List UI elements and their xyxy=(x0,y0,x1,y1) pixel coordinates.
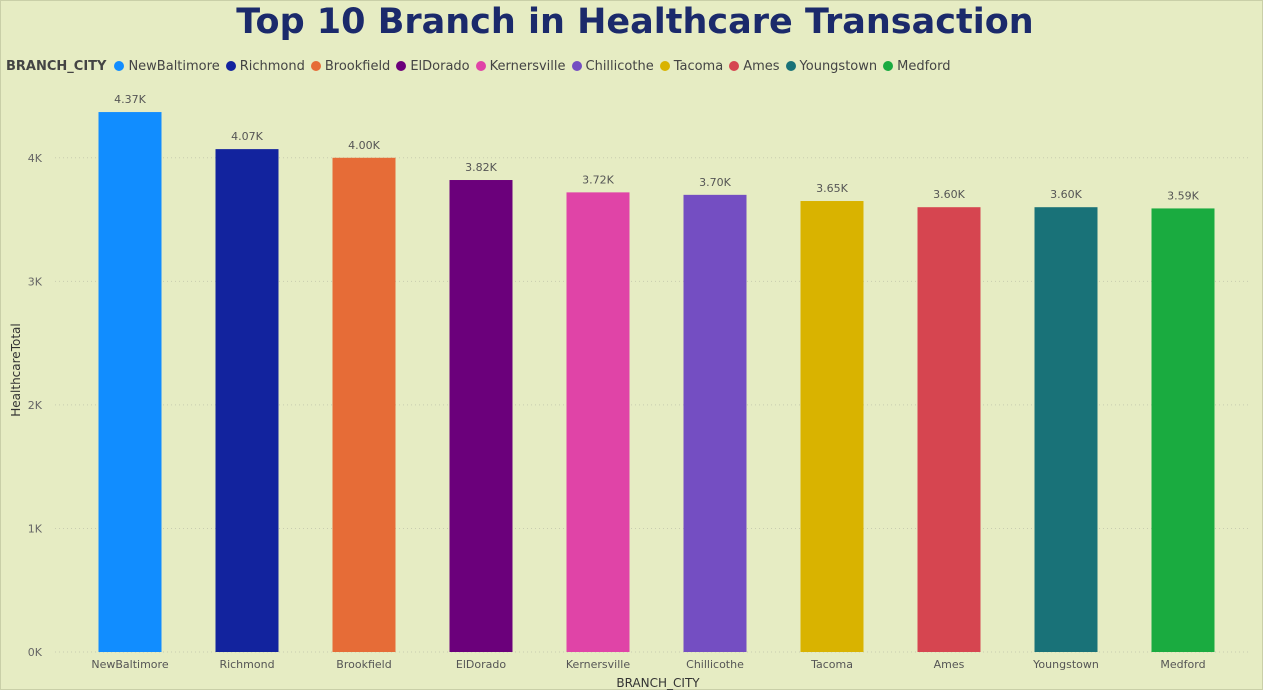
legend-marker xyxy=(114,61,125,71)
bar-richmond xyxy=(215,149,279,652)
x-tick-label: Kernersville xyxy=(566,658,630,671)
x-tick-label: Medford xyxy=(1160,658,1205,671)
x-tick-label: ElDorado xyxy=(456,658,506,671)
x-tick-label: NewBaltimore xyxy=(91,658,168,671)
data-label: 3.65K xyxy=(816,182,848,195)
legend-item-richmond[interactable]: Richmond xyxy=(225,58,305,74)
legend-item-brookfield[interactable]: Brookfield xyxy=(310,58,391,74)
y-tick-label: 0K xyxy=(28,646,43,659)
data-label: 4.37K xyxy=(114,93,146,106)
data-label: 3.72K xyxy=(582,173,614,186)
legend-label: Brookfield xyxy=(324,58,391,74)
legend-item-ames[interactable]: Ames xyxy=(729,58,780,74)
legend-item-medford[interactable]: Medford xyxy=(883,58,951,74)
legend-label: Chillicothe xyxy=(585,58,654,74)
legend-label: Medford xyxy=(897,58,951,74)
legend-item-kernersville[interactable]: Kernersville xyxy=(475,58,566,74)
legend-title: BRANCH_CITY xyxy=(6,58,107,74)
y-tick-label: 2K xyxy=(28,399,43,412)
x-tick-label: Richmond xyxy=(219,658,274,671)
legend-marker xyxy=(475,61,486,71)
y-tick-label: 4K xyxy=(28,152,43,165)
legend-marker xyxy=(310,61,321,71)
legend-label: Tacoma xyxy=(673,58,724,74)
legend: BRANCH_CITY NewBaltimore Richmond Brookfie… xyxy=(6,57,957,75)
chart-title: Top 10 Branch in Healthcare Transaction xyxy=(236,2,1034,42)
legend-marker xyxy=(785,61,796,71)
legend-item-chillicothe[interactable]: Chillicothe xyxy=(571,58,654,74)
y-tick-label: 3K xyxy=(28,275,43,288)
legend-marker xyxy=(396,61,407,71)
legend-label: Ames xyxy=(743,58,780,74)
x-tick-label: Tacoma xyxy=(810,658,853,671)
legend-label: Youngstown xyxy=(799,58,878,74)
bar-newbaltimore xyxy=(98,112,162,652)
y-tick-label: 1K xyxy=(28,522,43,535)
legend-marker xyxy=(659,61,670,71)
legend-item-newbaltimore[interactable]: NewBaltimore xyxy=(114,58,220,74)
data-label: 4.00K xyxy=(348,139,380,152)
legend-item-tacoma[interactable]: Tacoma xyxy=(659,58,724,74)
bar-kernersville xyxy=(566,192,630,652)
bar-tacoma xyxy=(800,201,864,652)
bar-youngstown xyxy=(1034,207,1098,652)
x-tick-label: Brookfield xyxy=(336,658,391,671)
legend-label: Richmond xyxy=(239,58,305,74)
bar-brookfield xyxy=(332,157,396,652)
y-axis-title: HealthcareTotal xyxy=(9,323,23,416)
x-tick-label: Youngstown xyxy=(1032,658,1099,671)
data-label: 3.60K xyxy=(933,188,965,201)
legend-label: Kernersville xyxy=(489,58,566,74)
legend-item-youngstown[interactable]: Youngstown xyxy=(785,58,878,74)
legend-marker xyxy=(883,61,894,71)
legend-item-eldorado[interactable]: ElDorado xyxy=(396,58,470,74)
data-label: 3.60K xyxy=(1050,188,1082,201)
x-axis-title: BRANCH_CITY xyxy=(616,676,700,690)
x-tick-label: Chillicothe xyxy=(686,658,744,671)
legend-label: ElDorado xyxy=(410,58,470,74)
bar-chillicothe xyxy=(683,194,747,652)
bar-ames xyxy=(917,207,981,652)
data-label: 3.70K xyxy=(699,176,731,189)
x-tick-label: Ames xyxy=(934,658,965,671)
data-label: 3.82K xyxy=(465,161,497,174)
legend-marker xyxy=(729,61,740,71)
bar-medford xyxy=(1151,208,1215,653)
data-label: 3.59K xyxy=(1167,189,1199,202)
legend-marker xyxy=(571,61,582,71)
bar-eldorado xyxy=(449,180,513,653)
legend-marker xyxy=(225,61,236,71)
data-label: 4.07K xyxy=(231,130,263,143)
legend-label: NewBaltimore xyxy=(128,58,220,74)
